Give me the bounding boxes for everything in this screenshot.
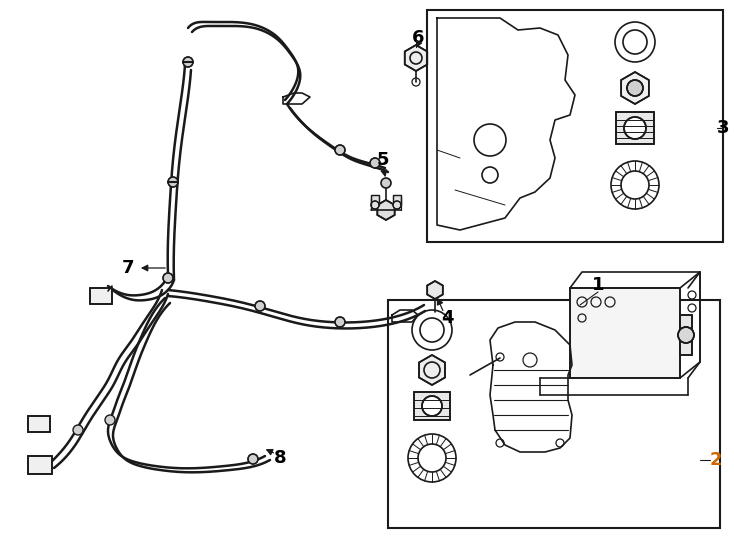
Bar [393, 195, 401, 205]
Circle shape [248, 454, 258, 464]
Text: 4: 4 [440, 309, 454, 327]
Bar [427, 10, 723, 242]
Text: 2: 2 [710, 451, 722, 469]
Bar [28, 416, 50, 432]
Bar [680, 315, 692, 355]
Circle shape [393, 201, 401, 209]
Bar [388, 300, 720, 528]
Text: 3: 3 [716, 119, 730, 137]
Polygon shape [621, 72, 649, 104]
Text: 1: 1 [592, 276, 604, 294]
Bar [371, 195, 379, 205]
Bar [28, 416, 50, 432]
Text: 8: 8 [274, 449, 286, 467]
Bar [90, 288, 112, 304]
Polygon shape [404, 45, 427, 71]
Text: 6: 6 [412, 29, 424, 47]
Circle shape [627, 80, 643, 96]
Text: 7: 7 [122, 259, 134, 277]
Bar [414, 392, 450, 420]
Bar [28, 456, 52, 474]
Bar [570, 288, 680, 378]
Circle shape [335, 317, 345, 327]
Circle shape [624, 117, 646, 139]
Circle shape [168, 177, 178, 187]
Text: 5: 5 [377, 151, 389, 169]
Circle shape [163, 273, 173, 283]
Polygon shape [427, 281, 443, 299]
Circle shape [422, 396, 442, 416]
Circle shape [371, 201, 379, 209]
Bar [28, 456, 52, 474]
Bar [371, 195, 379, 205]
Bar [616, 112, 654, 144]
Polygon shape [419, 355, 445, 385]
Bar [570, 288, 680, 378]
Bar [90, 288, 112, 304]
Polygon shape [377, 200, 395, 220]
Circle shape [255, 301, 265, 311]
Circle shape [678, 327, 694, 343]
Circle shape [335, 145, 345, 155]
Circle shape [381, 178, 391, 188]
Circle shape [73, 425, 83, 435]
Bar [414, 392, 450, 420]
Circle shape [105, 415, 115, 425]
Bar [393, 195, 401, 205]
Circle shape [183, 57, 193, 67]
Circle shape [370, 158, 380, 168]
Bar [680, 315, 692, 355]
Bar [616, 112, 654, 144]
